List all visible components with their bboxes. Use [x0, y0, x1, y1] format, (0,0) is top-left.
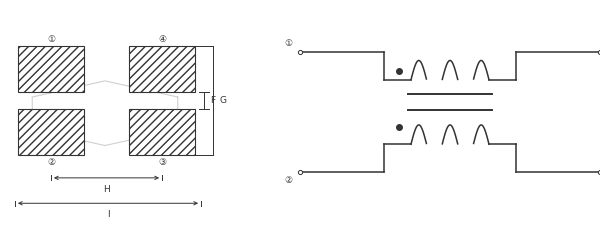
Text: H: H — [103, 185, 110, 194]
Text: ②: ② — [284, 176, 293, 185]
Text: G: G — [219, 96, 226, 105]
Text: ③: ③ — [158, 158, 166, 167]
Bar — [18, 46, 84, 92]
Text: ①: ① — [47, 35, 55, 44]
Text: ④: ④ — [158, 35, 166, 44]
Bar — [129, 46, 195, 92]
Text: ②: ② — [47, 158, 55, 167]
Text: I: I — [107, 210, 109, 219]
Bar — [129, 109, 195, 155]
Text: ①: ① — [284, 40, 293, 49]
Bar — [18, 109, 84, 155]
Text: F: F — [210, 96, 215, 105]
